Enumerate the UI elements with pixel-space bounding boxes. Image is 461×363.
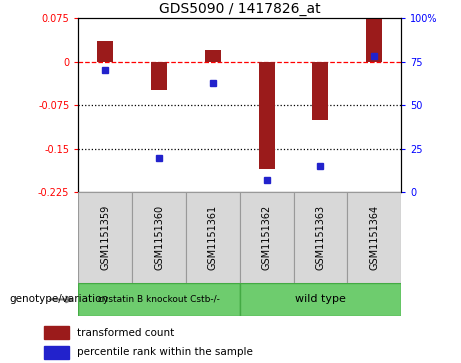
Text: wild type: wild type [295,294,346,305]
Bar [44,346,69,359]
Bar [259,62,275,169]
Text: GSM1151359: GSM1151359 [100,205,110,270]
Bar [205,50,221,62]
Bar [347,192,401,283]
Text: transformed count: transformed count [77,327,174,338]
Text: GSM1151360: GSM1151360 [154,205,164,270]
Bar [78,283,240,316]
Title: GDS5090 / 1417826_at: GDS5090 / 1417826_at [159,2,320,16]
Text: genotype/variation: genotype/variation [9,294,108,305]
Bar [97,41,113,62]
Bar [78,192,132,283]
Text: GSM1151364: GSM1151364 [369,205,379,270]
Bar [44,326,69,339]
Bar [313,62,328,120]
Text: GSM1151361: GSM1151361 [208,205,218,270]
Bar [240,192,294,283]
Bar [151,62,167,90]
Bar [186,192,240,283]
Bar [294,192,347,283]
Bar [366,18,382,62]
Text: percentile rank within the sample: percentile rank within the sample [77,347,253,357]
Text: cystatin B knockout Cstb-/-: cystatin B knockout Cstb-/- [98,295,220,304]
Bar [240,283,401,316]
Text: GSM1151363: GSM1151363 [315,205,325,270]
Text: GSM1151362: GSM1151362 [261,205,272,270]
Bar [132,192,186,283]
